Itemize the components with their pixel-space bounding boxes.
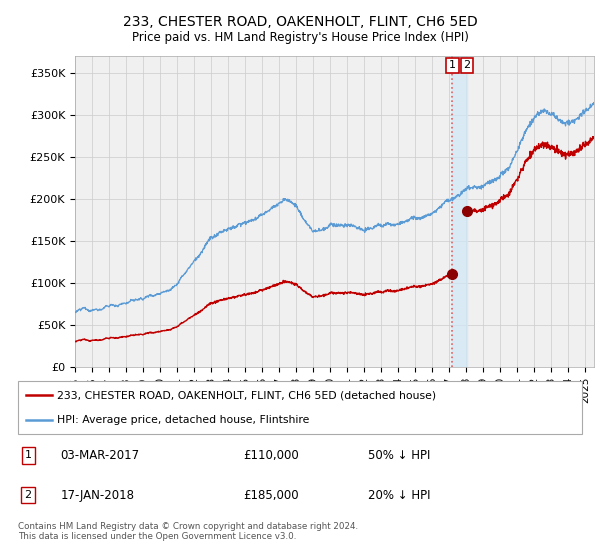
Text: 1: 1	[25, 450, 32, 460]
Text: 03-MAR-2017: 03-MAR-2017	[60, 449, 139, 462]
Text: 50% ↓ HPI: 50% ↓ HPI	[368, 449, 430, 462]
Text: HPI: Average price, detached house, Flintshire: HPI: Average price, detached house, Flin…	[58, 414, 310, 424]
Text: 233, CHESTER ROAD, OAKENHOLT, FLINT, CH6 5ED (detached house): 233, CHESTER ROAD, OAKENHOLT, FLINT, CH6…	[58, 390, 437, 400]
Text: 233, CHESTER ROAD, OAKENHOLT, FLINT, CH6 5ED: 233, CHESTER ROAD, OAKENHOLT, FLINT, CH6…	[122, 15, 478, 29]
Text: 1: 1	[449, 60, 456, 71]
Text: £185,000: £185,000	[244, 489, 299, 502]
Text: £110,000: £110,000	[244, 449, 299, 462]
FancyBboxPatch shape	[18, 381, 582, 434]
Text: Contains HM Land Registry data © Crown copyright and database right 2024.
This d: Contains HM Land Registry data © Crown c…	[18, 522, 358, 542]
Text: Price paid vs. HM Land Registry's House Price Index (HPI): Price paid vs. HM Land Registry's House …	[131, 31, 469, 44]
Text: 20% ↓ HPI: 20% ↓ HPI	[368, 489, 430, 502]
Text: 17-JAN-2018: 17-JAN-2018	[60, 489, 134, 502]
Bar	[452, 56, 467, 367]
Text: 2: 2	[25, 490, 32, 500]
Text: 2: 2	[463, 60, 470, 71]
